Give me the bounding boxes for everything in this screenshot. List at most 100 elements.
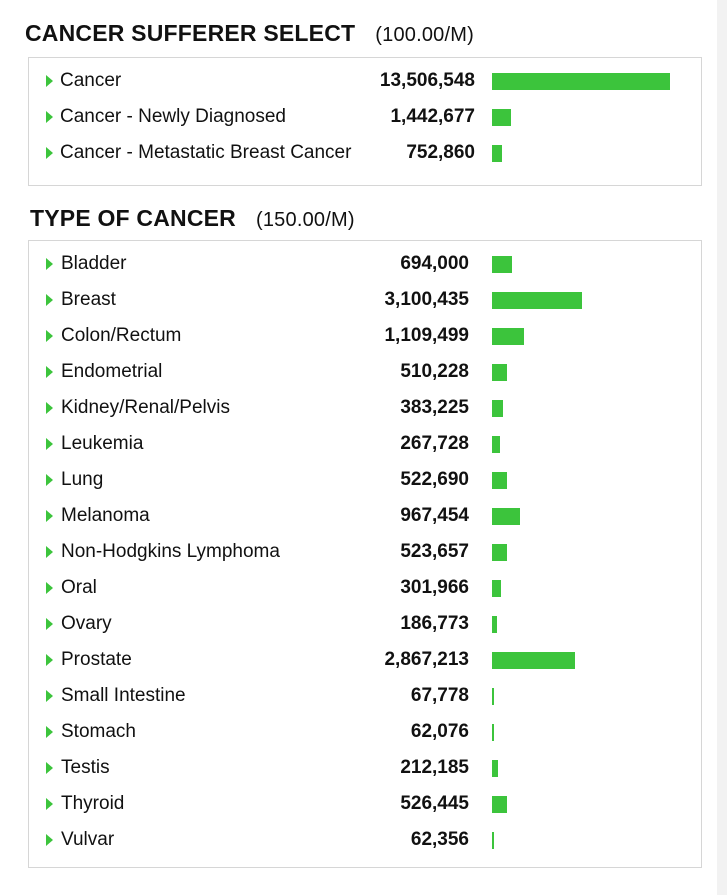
list-item[interactable]: Non-Hodgkins Lymphoma 523,657 [29, 534, 701, 570]
item-label: Melanoma [61, 505, 150, 526]
item-count: 522,690 [400, 469, 469, 490]
item-count: 3,100,435 [384, 289, 469, 310]
count-bar [492, 73, 670, 90]
item-label: Endometrial [61, 361, 163, 382]
item-label: Testis [61, 757, 110, 778]
triangle-right-icon [46, 798, 53, 810]
list-item[interactable]: Cancer - Newly Diagnosed 1,442,677 [29, 99, 701, 135]
triangle-right-icon [46, 258, 53, 270]
section-price: (100.00/M) [375, 24, 474, 46]
triangle-right-icon [46, 147, 53, 159]
item-count: 2,867,213 [384, 649, 469, 670]
cancer-sufferer-select-list: Cancer 13,506,548 Cancer - Newly Diagnosed… [28, 57, 702, 186]
list-item[interactable]: Cancer - Metastatic Breast Cancer 752,860 [29, 135, 701, 171]
list-item[interactable]: Leukemia 267,728 [29, 426, 701, 462]
item-count: 62,076 [410, 721, 469, 742]
item-count: 752,860 [406, 142, 475, 163]
count-bar [492, 580, 501, 597]
count-bar [492, 400, 504, 417]
count-bar [492, 796, 508, 813]
item-count: 62,356 [410, 829, 469, 850]
list-item[interactable]: Ovary 186,773 [29, 606, 701, 642]
count-bar [492, 652, 576, 669]
triangle-right-icon [46, 294, 53, 306]
count-bar [492, 688, 494, 705]
item-label: Cancer - Newly Diagnosed [60, 106, 286, 127]
list-item[interactable]: Oral 301,966 [29, 570, 701, 606]
count-bar [492, 364, 507, 381]
list-item[interactable]: Stomach 62,076 [29, 714, 701, 750]
triangle-right-icon [46, 654, 53, 666]
item-label: Ovary [61, 613, 112, 634]
item-count: 1,442,677 [390, 106, 475, 127]
item-count: 67,778 [410, 685, 469, 706]
triangle-right-icon [46, 582, 53, 594]
triangle-right-icon [46, 834, 53, 846]
triangle-right-icon [46, 618, 53, 630]
count-bar [492, 109, 511, 126]
count-bar [492, 508, 521, 525]
item-label: Lung [61, 469, 104, 490]
count-bar [492, 544, 508, 561]
list-item[interactable]: Kidney/Renal/Pelvis 383,225 [29, 390, 701, 426]
item-count: 186,773 [400, 613, 469, 634]
list-item[interactable]: Bladder 694,000 [29, 246, 701, 282]
count-bar [492, 145, 502, 162]
item-label: Leukemia [61, 433, 144, 454]
list-item[interactable]: Prostate 2,867,213 [29, 642, 701, 678]
item-label: Colon/Rectum [61, 325, 182, 346]
item-label: Cancer [60, 70, 122, 91]
triangle-right-icon [46, 726, 53, 738]
list-item[interactable]: Cancer 13,506,548 [29, 63, 701, 99]
triangle-right-icon [46, 510, 53, 522]
item-label: Prostate [61, 649, 132, 670]
triangle-right-icon [46, 762, 53, 774]
item-count: 267,728 [400, 433, 469, 454]
item-label: Thyroid [61, 793, 125, 814]
count-bar [492, 436, 500, 453]
item-label: Breast [61, 289, 116, 310]
section-title-text: CANCER SUFFERER SELECT [25, 20, 356, 46]
item-label: Vulvar [61, 829, 115, 850]
item-label: Stomach [61, 721, 136, 742]
list-item[interactable]: Colon/Rectum 1,109,499 [29, 318, 701, 354]
list-item[interactable]: Testis 212,185 [29, 750, 701, 786]
item-count: 301,966 [400, 577, 469, 598]
list-item[interactable]: Endometrial 510,228 [29, 354, 701, 390]
count-bar [492, 256, 513, 273]
triangle-right-icon [46, 546, 53, 558]
count-bar [492, 472, 508, 489]
triangle-right-icon [46, 438, 53, 450]
section-title-type-of-cancer: TYPE OF CANCER (150.00/M) [30, 205, 355, 232]
triangle-right-icon [46, 366, 53, 378]
list-item[interactable]: Thyroid 526,445 [29, 786, 701, 822]
item-count: 13,506,548 [379, 70, 475, 91]
item-label: Small Intestine [61, 685, 186, 706]
triangle-right-icon [46, 111, 53, 123]
list-item[interactable]: Vulvar 62,356 [29, 822, 701, 858]
item-label: Kidney/Renal/Pelvis [61, 397, 230, 418]
count-bar [492, 328, 525, 345]
section-title-text: TYPE OF CANCER [30, 205, 236, 231]
item-count: 526,445 [400, 793, 469, 814]
item-count: 383,225 [400, 397, 469, 418]
item-count: 523,657 [400, 541, 469, 562]
list-item[interactable]: Lung 522,690 [29, 462, 701, 498]
count-bar [492, 760, 499, 777]
triangle-right-icon [46, 474, 53, 486]
triangle-right-icon [46, 75, 53, 87]
section-price: (150.00/M) [255, 209, 355, 231]
item-count: 694,000 [400, 253, 469, 274]
triangle-right-icon [46, 330, 53, 342]
list-item[interactable]: Melanoma 967,454 [29, 498, 701, 534]
count-bar [492, 724, 494, 741]
item-count: 212,185 [400, 757, 469, 778]
count-bar [492, 616, 498, 633]
item-label: Non-Hodgkins Lymphoma [61, 541, 280, 562]
list-item[interactable]: Breast 3,100,435 [29, 282, 701, 318]
list-item[interactable]: Small Intestine 67,778 [29, 678, 701, 714]
item-count: 510,228 [400, 361, 469, 382]
item-label: Cancer - Metastatic Breast Cancer [60, 142, 352, 163]
count-bar [492, 832, 494, 849]
